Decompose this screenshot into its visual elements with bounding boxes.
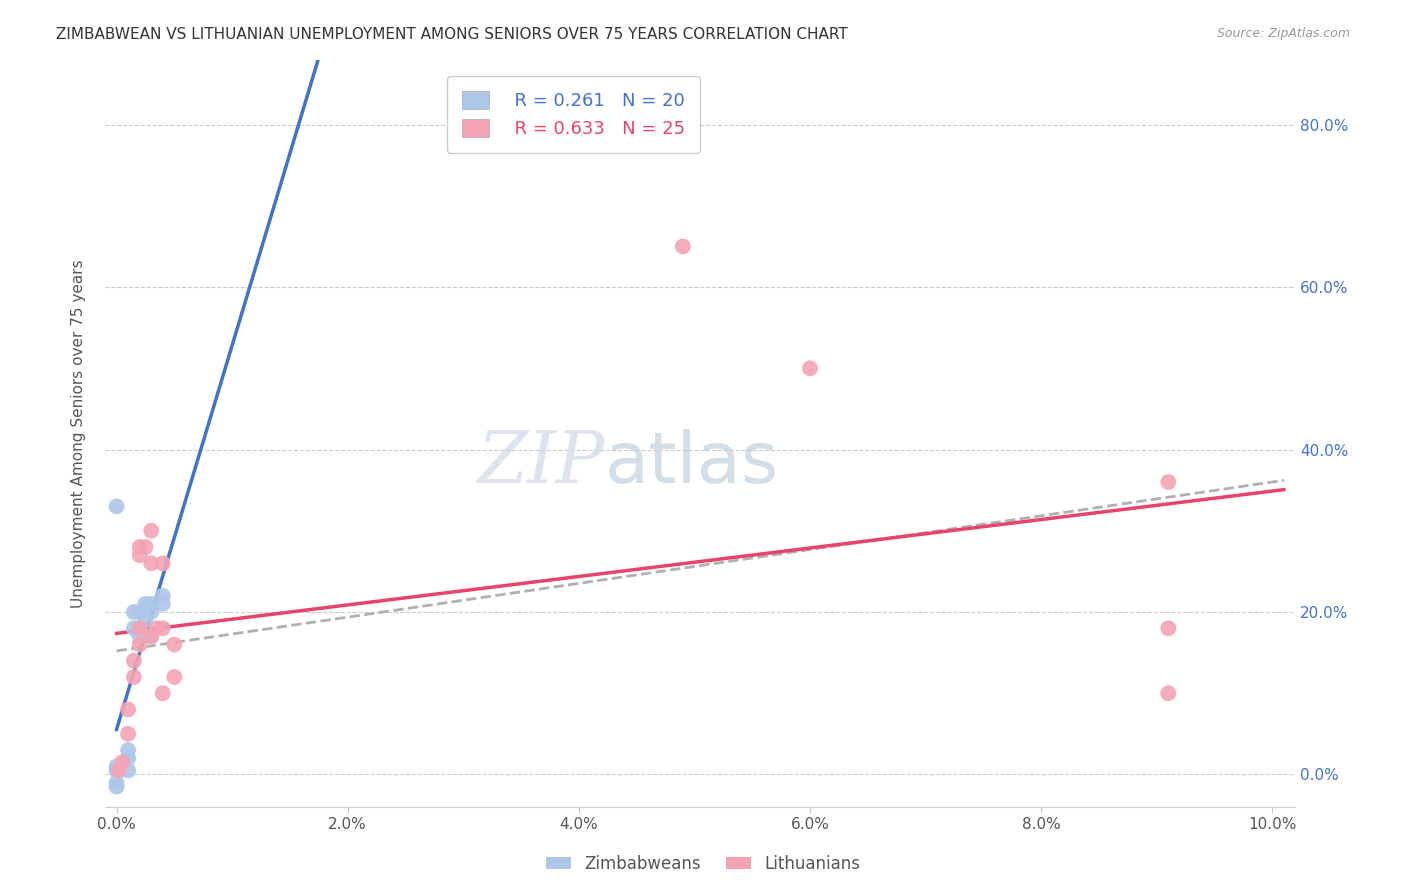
Point: [1157, 475, 1180, 489]
Point: [134, 597, 156, 611]
Legend:   R = 0.261   N = 20,   R = 0.633   N = 25: R = 0.261 N = 20, R = 0.633 N = 25: [447, 76, 700, 153]
Legend: Zimbabweans, Lithuanians: Zimbabweans, Lithuanians: [538, 848, 868, 880]
Point: [141, 556, 163, 570]
Point: [105, 775, 128, 789]
Point: [672, 239, 695, 253]
Point: [134, 540, 156, 554]
Point: [117, 727, 139, 741]
Point: [111, 756, 134, 770]
Point: [141, 597, 163, 611]
Point: [141, 629, 163, 643]
Point: [128, 621, 150, 635]
Point: [152, 686, 174, 700]
Point: [128, 629, 150, 643]
Point: [152, 589, 174, 603]
Point: [117, 702, 139, 716]
Point: [105, 764, 128, 778]
Point: [117, 764, 139, 778]
Point: [122, 654, 145, 668]
Point: [128, 548, 150, 562]
Point: [128, 638, 150, 652]
Point: [163, 670, 186, 684]
Point: [141, 605, 163, 619]
Text: Source: ZipAtlas.com: Source: ZipAtlas.com: [1216, 27, 1350, 40]
Point: [122, 621, 145, 635]
Point: [141, 629, 163, 643]
Point: [117, 743, 139, 757]
Point: [105, 759, 128, 773]
Point: [152, 621, 174, 635]
Point: [122, 605, 145, 619]
Point: [128, 621, 150, 635]
Point: [1157, 621, 1180, 635]
Point: [134, 613, 156, 627]
Point: [141, 524, 163, 538]
Point: [108, 764, 131, 778]
Point: [105, 500, 128, 514]
Point: [152, 597, 174, 611]
Point: [128, 540, 150, 554]
Point: [1157, 686, 1180, 700]
Point: [146, 621, 169, 635]
Point: [128, 605, 150, 619]
Point: [152, 556, 174, 570]
Point: [105, 780, 128, 794]
Text: ZIP: ZIP: [478, 428, 605, 499]
Point: [799, 361, 821, 376]
Point: [122, 670, 145, 684]
Point: [117, 751, 139, 765]
Point: [163, 638, 186, 652]
Y-axis label: Unemployment Among Seniors over 75 years: Unemployment Among Seniors over 75 years: [72, 259, 86, 607]
Text: atlas: atlas: [605, 429, 779, 498]
Text: ZIMBABWEAN VS LITHUANIAN UNEMPLOYMENT AMONG SENIORS OVER 75 YEARS CORRELATION CH: ZIMBABWEAN VS LITHUANIAN UNEMPLOYMENT AM…: [56, 27, 848, 42]
